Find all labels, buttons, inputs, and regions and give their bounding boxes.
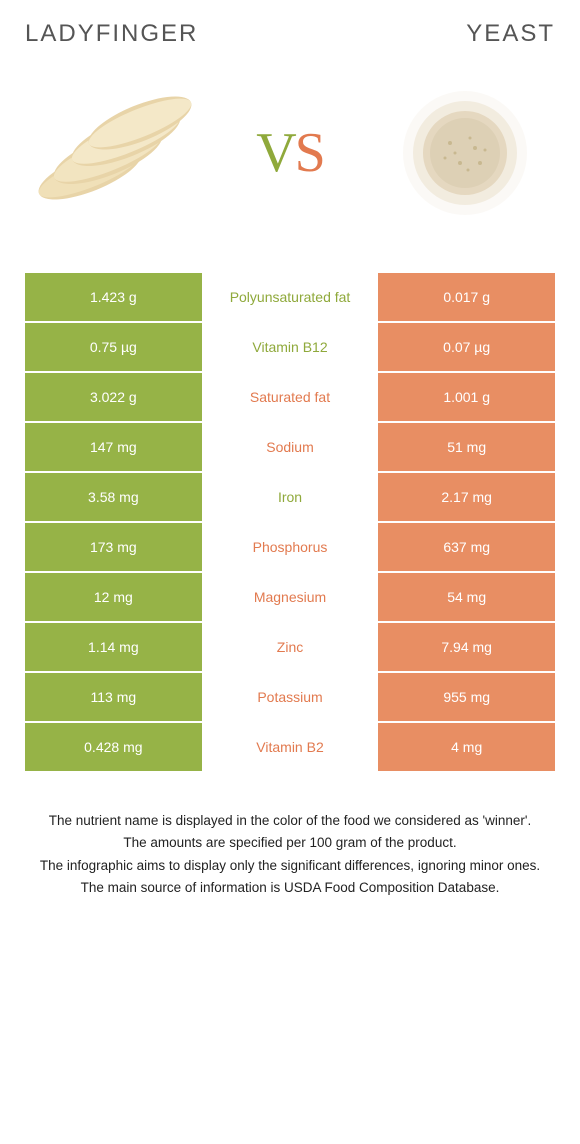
nutrient-name: Zinc: [202, 623, 379, 671]
ladyfinger-image: [25, 73, 205, 233]
right-value: 54 mg: [378, 573, 555, 621]
left-value: 0.428 mg: [25, 723, 202, 771]
left-value: 113 mg: [25, 673, 202, 721]
nutrient-name: Iron: [202, 473, 379, 521]
footer-notes: The nutrient name is displayed in the co…: [25, 811, 555, 898]
header-title-right: Yeast: [466, 20, 555, 48]
nutrient-name: Saturated fat: [202, 373, 379, 421]
nutrient-name: Magnesium: [202, 573, 379, 621]
footer-line-2: The amounts are specified per 100 gram o…: [35, 833, 545, 853]
left-value: 3.022 g: [25, 373, 202, 421]
header: Ladyfinger Yeast: [25, 20, 555, 48]
nutrient-name: Potassium: [202, 673, 379, 721]
vs-label: VS: [256, 121, 324, 185]
nutrient-table: 1.423 gPolyunsaturated fat0.017 g0.75 µg…: [25, 273, 555, 771]
hero-section: VS: [25, 63, 555, 243]
right-value: 0.017 g: [378, 273, 555, 321]
nutrient-name: Sodium: [202, 423, 379, 471]
nutrient-row: 1.423 gPolyunsaturated fat0.017 g: [25, 273, 555, 321]
nutrient-name: Vitamin B12: [202, 323, 379, 371]
nutrient-name: Polyunsaturated fat: [202, 273, 379, 321]
nutrient-row: 113 mgPotassium955 mg: [25, 671, 555, 721]
nutrient-row: 12 mgMagnesium54 mg: [25, 571, 555, 621]
right-value: 51 mg: [378, 423, 555, 471]
nutrient-row: 147 mgSodium51 mg: [25, 421, 555, 471]
footer-line-4: The main source of information is USDA F…: [35, 878, 545, 898]
nutrient-row: 1.14 mgZinc7.94 mg: [25, 621, 555, 671]
header-title-left: Ladyfinger: [25, 20, 198, 48]
infographic-container: Ladyfinger Yeast VS: [0, 0, 580, 920]
left-value: 173 mg: [25, 523, 202, 571]
nutrient-row: 173 mgPhosphorus637 mg: [25, 521, 555, 571]
nutrient-row: 0.75 µgVitamin B120.07 µg: [25, 321, 555, 371]
right-value: 4 mg: [378, 723, 555, 771]
nutrient-row: 3.58 mgIron2.17 mg: [25, 471, 555, 521]
vs-s-letter: S: [295, 122, 324, 184]
nutrient-row: 0.428 mgVitamin B24 mg: [25, 721, 555, 771]
right-value: 7.94 mg: [378, 623, 555, 671]
left-value: 12 mg: [25, 573, 202, 621]
right-value: 955 mg: [378, 673, 555, 721]
footer-line-1: The nutrient name is displayed in the co…: [35, 811, 545, 831]
left-value: 0.75 µg: [25, 323, 202, 371]
nutrient-name: Phosphorus: [202, 523, 379, 571]
right-value: 637 mg: [378, 523, 555, 571]
left-value: 1.14 mg: [25, 623, 202, 671]
nutrient-row: 3.022 gSaturated fat1.001 g: [25, 371, 555, 421]
right-value: 2.17 mg: [378, 473, 555, 521]
left-value: 3.58 mg: [25, 473, 202, 521]
right-value: 0.07 µg: [378, 323, 555, 371]
left-value: 147 mg: [25, 423, 202, 471]
ladyfinger-icon: [30, 78, 200, 228]
left-value: 1.423 g: [25, 273, 202, 321]
nutrient-name: Vitamin B2: [202, 723, 379, 771]
yeast-image: [375, 73, 555, 233]
right-value: 1.001 g: [378, 373, 555, 421]
vs-v-letter: V: [256, 122, 294, 184]
footer-line-3: The infographic aims to display only the…: [35, 856, 545, 876]
yeast-icon: [380, 78, 550, 228]
